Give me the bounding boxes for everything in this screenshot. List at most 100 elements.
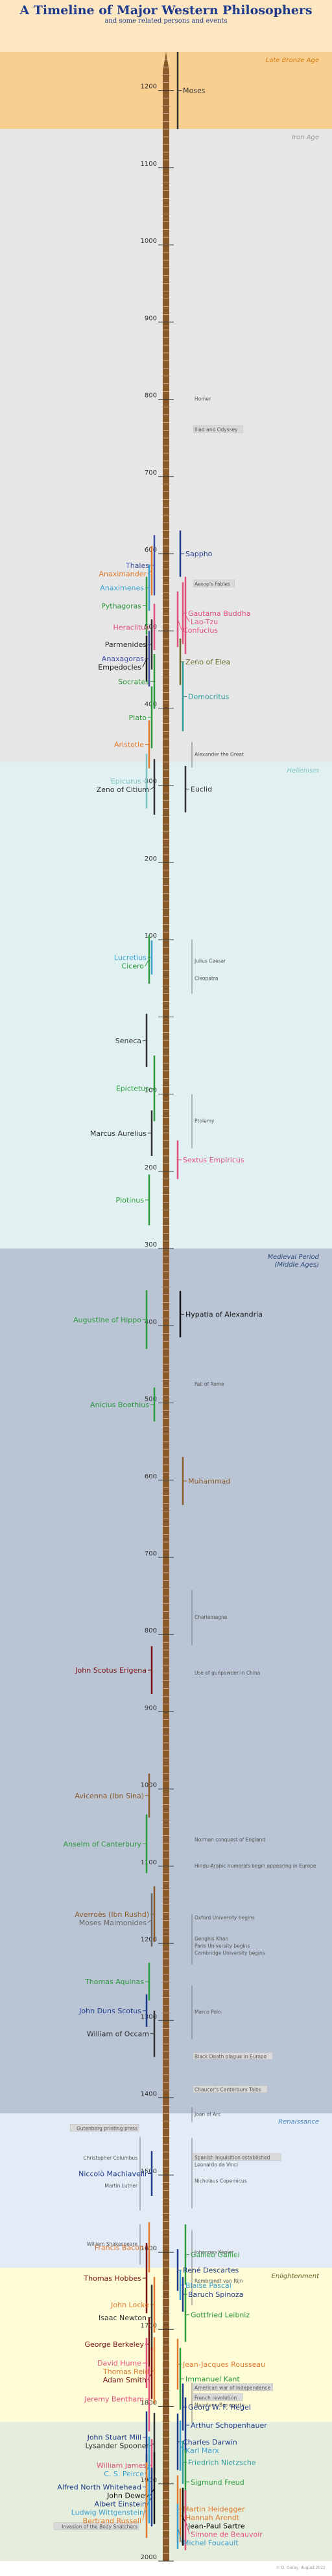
event-chaucer-s-canterbury-tales: Chaucer's Canterbury Tales (193, 2085, 268, 2093)
person-label: Bertrand Russell (83, 2517, 141, 2525)
event-label: Napoleon Bonaparte (195, 2402, 244, 2408)
person-aristotle: Aristotle (114, 720, 150, 769)
person-label: Michel Foucault (183, 2539, 239, 2548)
label-leader (185, 2520, 190, 2535)
event-label: Nicholaus Copernicus (195, 2178, 247, 2184)
person-label: Lao-Tzu (191, 618, 218, 626)
event-label: Martin Luther (104, 2183, 137, 2189)
person-plotinus: Plotinus (116, 1174, 150, 1226)
person-label: Simone de Beauvoir (191, 2531, 263, 2539)
axis-tick-label: 400 (145, 1318, 157, 1326)
axis-tick-label: 1400 (141, 2091, 157, 2098)
person-lucretius: Lucretius (114, 940, 153, 975)
event-label: Homer (195, 396, 211, 402)
event-norman-conquest-of-england: Norman conquest of England (195, 1836, 265, 1842)
person-label: Avicenna (Ibn Sina) (75, 1792, 144, 1800)
person-label: Hannah Arendt (185, 2514, 240, 2522)
person-cicero: Cicero (121, 935, 150, 984)
person-epictetus: Epictetus (116, 1056, 156, 1122)
event-label: Chaucer's Canterbury Tales (195, 2087, 261, 2093)
person-label: John Locke (110, 2301, 149, 2309)
label-leader (185, 615, 190, 622)
person-thomas-hobbes: Thomas Hobbes (83, 2243, 148, 2314)
era-label: Medieval Period (267, 1254, 319, 1261)
axis-tick-label: 1500 (141, 2168, 157, 2175)
event-label: Hindu-Arabic numerals begin appearing in… (195, 1863, 316, 1869)
person-label: Cicero (121, 962, 144, 971)
person-galileo-galilei: Galileo Galilei (184, 2224, 240, 2285)
persons-layer: Gutenberg printing press Christopher Colu… (53, 52, 316, 2551)
event-label: Iliad and Odyssey (195, 427, 238, 433)
person-john-dewey: John Dewey (106, 2452, 156, 2524)
event-label: French revolution (195, 2395, 237, 2401)
person-label: Pythagoras (101, 602, 141, 610)
person-empedocles: Empedocles (98, 635, 148, 682)
axis-bar (163, 71, 169, 2561)
event-hindu-arabic-numerals-begin-appearing-in-europe: Hindu-Arabic numerals begin appearing in… (195, 1863, 316, 1869)
person-label: Sextus Empiricus (183, 1156, 244, 1164)
person-pythagoras: Pythagoras (101, 576, 148, 635)
axis-tick-label: 300 (145, 778, 157, 785)
person-label: William James (97, 2461, 147, 2470)
person-niccol-machiavelli: Niccolò Machiavelli (78, 2151, 153, 2197)
event-iliad-and-odyssey: Iliad and Odyssey (193, 425, 243, 433)
event-box (53, 2522, 139, 2530)
era-label: Late Bronze Age (266, 57, 319, 64)
person-hypatia-of-alexandria: Hypatia of Alexandria (179, 1291, 263, 1338)
person-label: Niccolò Machiavelli (78, 2169, 147, 2178)
event-box (193, 425, 243, 433)
event-box (193, 580, 235, 587)
event-paris-university-begins: Paris University begins (195, 1943, 250, 1949)
person-label: Euclid (191, 785, 212, 794)
axis-tick-label: 700 (145, 1550, 157, 1557)
axis-tick-label: 400 (145, 701, 157, 708)
event-label: Marco Polo (195, 2009, 221, 2015)
event-label: Alexander the Great (195, 752, 244, 758)
person-label: Anaxagoras (102, 655, 144, 663)
person-label: Moses (183, 87, 206, 95)
person-label: Heraclitus (113, 623, 150, 631)
person-label: Zeno of Citium (97, 785, 149, 794)
person-label: Friedrich Nietzsche (188, 2458, 256, 2467)
person-label: Albert Einstein (95, 2500, 147, 2509)
person-label: Democritus (188, 693, 230, 701)
person-simone-de-beauvoir: Simone de Beauvoir (184, 2490, 263, 2551)
person-label: Thomas Hobbes (83, 2274, 141, 2283)
person-confucius: Confucius (176, 591, 218, 648)
person-label: Adam Smith (103, 2376, 147, 2384)
axis-tick-label: 900 (145, 315, 157, 322)
axis-tick-label: 800 (145, 1627, 157, 1634)
person-label: Jeremy Bentham (84, 2395, 144, 2404)
credit-note: © D. Gorey, August 2022 (276, 2566, 326, 2570)
person-label: Charles Darwin (183, 2438, 237, 2446)
axis-tick-label: 1300 (141, 2013, 157, 2020)
person-label: Seneca (115, 1037, 141, 1045)
event-label: Leonardo da Vinci (195, 2162, 238, 2168)
axis-tick-label: 1100 (141, 161, 157, 168)
person-label: Anaximenes (100, 583, 144, 592)
event-marco-polo: Marco Polo (191, 1985, 221, 2039)
person-label: Gottfried Leibniz (191, 2311, 250, 2320)
person-seneca: Seneca (115, 1013, 148, 1067)
person-label: Thales (125, 561, 149, 570)
person-marcus-aurelius: Marcus Aurelius (90, 1110, 153, 1156)
person-label: Augustine of Hippo (73, 1316, 141, 1324)
axis-tick-label: 200 (145, 855, 157, 863)
person-label: Lysander Spooner (85, 2442, 149, 2450)
event-cleopatra: Cleopatra (191, 964, 219, 994)
event-invasion-of-the-body-snatchers: Invasion of the Body Snatchers (53, 2522, 139, 2530)
person-anselm-of-canterbury: Anselm of Canterbury (64, 1814, 148, 1873)
person-label: Martin Heidegger (183, 2505, 245, 2514)
person-label: Lucretius (114, 954, 147, 962)
person-muhammad: Muhammad (182, 1457, 230, 1505)
page-title: A Timeline of Major Western Philosophers (19, 3, 313, 17)
person-gottfried-leibniz: Gottfried Leibniz (184, 2287, 250, 2342)
event-box (193, 2085, 268, 2093)
axis-tick-label: 600 (145, 547, 157, 554)
axis-tick-label: 1000 (141, 238, 157, 245)
person-label: Socrates (118, 677, 149, 686)
event-charlemagne: Charlemagne (191, 1590, 228, 1645)
era-label: Renaissance (278, 2118, 319, 2125)
event-box (193, 2393, 243, 2401)
